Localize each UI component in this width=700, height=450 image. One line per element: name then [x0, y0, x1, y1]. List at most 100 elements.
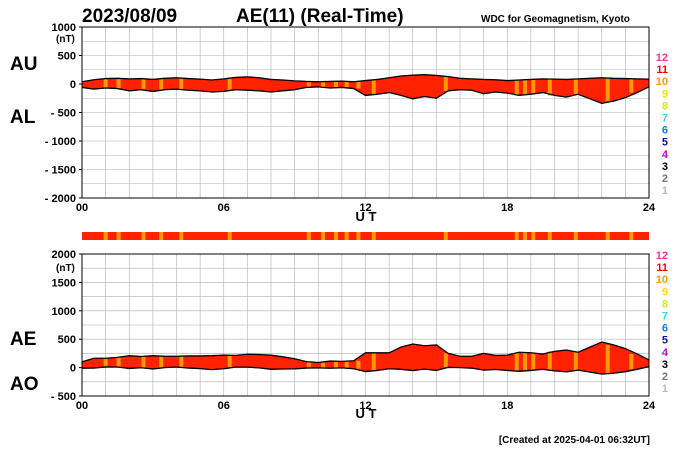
station-bar-segment	[320, 232, 325, 240]
top-xtick-label: 24	[643, 202, 656, 214]
bottom-accent-band	[522, 352, 527, 371]
top-accent-band	[443, 76, 448, 91]
station-bar-segment	[141, 232, 146, 240]
date-label: 2023/08/09	[82, 6, 177, 27]
station-scale-upper-5: 5	[662, 137, 668, 149]
bottom-xtick-label: 00	[76, 400, 88, 412]
station-scale-upper-4: 4	[662, 149, 669, 161]
station-scale-lower-7: 7	[662, 311, 668, 323]
station-bar-segment	[629, 232, 634, 240]
top-accent-band	[306, 81, 311, 88]
station-bar-segment	[159, 232, 164, 240]
bottom-accent-band	[320, 362, 325, 368]
top-accent-band	[320, 81, 325, 87]
bottom-accent-band	[573, 352, 578, 371]
station-bar-segment	[179, 232, 184, 240]
bottom-accent-band	[531, 352, 536, 371]
bottom-xtick-label: 12	[359, 400, 371, 412]
bottom-accent-band	[605, 344, 610, 374]
station-scale-upper-10: 10	[656, 76, 668, 88]
station-scale-lower-10: 10	[656, 274, 668, 286]
top-ytick-label: - 500	[51, 108, 76, 120]
station-bar-segment	[333, 232, 338, 240]
station-bar-segment	[306, 232, 311, 240]
bottom-accent-band	[103, 358, 108, 367]
station-bar-segment	[514, 232, 519, 240]
bottom-xtick-label: 06	[218, 400, 230, 412]
top-accent-band	[159, 78, 164, 90]
bottom-series-ao-line	[81, 365, 650, 375]
bottom-accent-band	[227, 355, 232, 368]
bottom-unit-label: (nT)	[56, 263, 75, 274]
top-xtick-label: 18	[501, 202, 513, 214]
bottom-accent-band	[547, 351, 552, 371]
station-scale-upper-11: 11	[656, 64, 668, 76]
station-bar-segment	[573, 232, 578, 240]
top-accent-band	[547, 79, 552, 96]
bottom-accent-band	[443, 353, 448, 368]
station-bar-segment	[371, 232, 376, 240]
station-scale-upper-2: 2	[662, 173, 668, 185]
station-scale-upper-7: 7	[662, 113, 668, 125]
top-accent-band	[371, 79, 376, 95]
station-bar-segment	[344, 232, 349, 240]
top-accent-band	[629, 78, 634, 93]
bottom-filled-area	[82, 342, 649, 375]
bottom-accent-band	[344, 361, 349, 368]
top-accent-band	[116, 78, 121, 89]
station-scale-upper-8: 8	[662, 100, 668, 112]
bottom-accent-band	[356, 360, 361, 369]
top-accent-band	[573, 78, 578, 95]
bottom-accent-band	[629, 353, 634, 370]
station-scale-lower-4: 4	[662, 347, 669, 359]
top-accent-band	[333, 81, 338, 88]
station-bar-segment	[443, 232, 448, 240]
top-ytick-label: - 2000	[45, 193, 76, 205]
top-accent-band	[514, 80, 519, 96]
station-scale-lower-11: 11	[656, 262, 668, 274]
station-scale-lower-1: 1	[662, 383, 668, 395]
top-xtick-label: 12	[359, 202, 371, 214]
station-scale-lower-8: 8	[662, 298, 668, 310]
top-ytick-label: - 1000	[45, 136, 76, 148]
station-bar-segment	[116, 232, 121, 240]
top-ytick-label: 1000	[52, 22, 76, 34]
top-xtick-label: 06	[218, 202, 230, 214]
al-label: AL	[10, 107, 36, 128]
top-accent-band	[344, 81, 349, 88]
station-scale-lower-12: 12	[656, 250, 668, 262]
station-scale-upper-6: 6	[662, 125, 668, 137]
top-accent-band	[103, 78, 108, 88]
station-bar-segment	[547, 232, 552, 240]
station-count-bar	[82, 232, 649, 240]
top-xaxis-title: U T	[356, 209, 377, 224]
station-bar-segment	[227, 232, 232, 240]
bottom-ytick-label: 2000	[52, 249, 76, 261]
station-bar-segment	[531, 232, 536, 240]
station-scale-lower-2: 2	[662, 371, 668, 383]
bottom-xtick-label: 24	[643, 400, 656, 412]
institution-label: WDC for Geomagnetism, Kyoto	[481, 14, 630, 25]
top-ytick-label: - 1500	[45, 165, 76, 177]
top-accent-band	[356, 81, 361, 89]
station-scale-upper-12: 12	[656, 52, 668, 64]
top-accent-band	[605, 78, 610, 102]
station-scale-lower-3: 3	[662, 359, 668, 371]
station-bar-segment	[605, 232, 610, 240]
bottom-accent-band	[333, 361, 338, 368]
bottom-accent-band	[371, 352, 376, 371]
bottom-xtick-label: 18	[501, 400, 513, 412]
bottom-accent-band	[159, 356, 164, 368]
bottom-accent-band	[514, 352, 519, 372]
top-accent-band	[227, 77, 232, 90]
bottom-ytick-label: 500	[58, 334, 76, 346]
station-bar-segment	[522, 232, 527, 240]
bottom-ytick-label: 0	[70, 363, 76, 375]
top-accent-band	[531, 79, 536, 95]
created-timestamp: [Created at 2025-04-01 06:32UT]	[499, 435, 650, 446]
ae-label: AE	[10, 329, 36, 350]
bottom-accent-band	[179, 356, 184, 368]
